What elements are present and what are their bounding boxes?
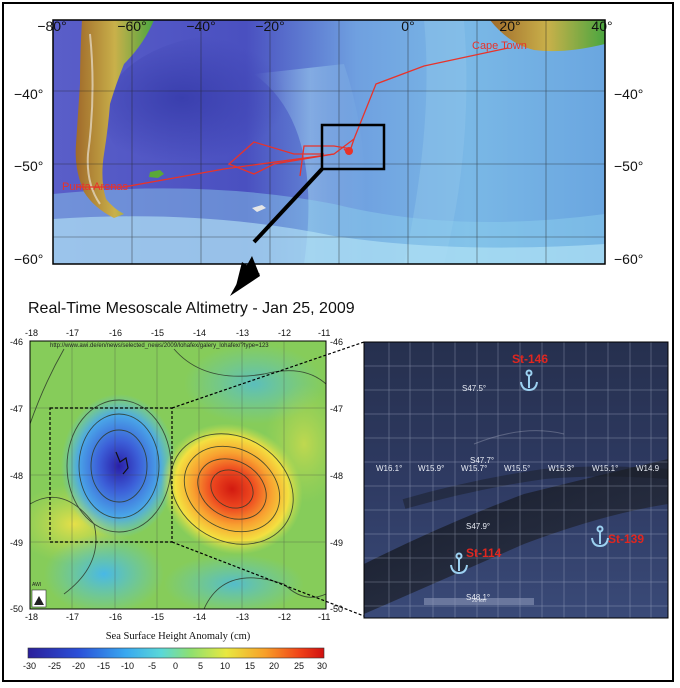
zoom-lat-0: S47.5° xyxy=(462,384,487,393)
alt-lat-left-2: -48 xyxy=(10,471,24,481)
lat-left-1: −50° xyxy=(14,158,44,174)
zoom-lon-6: W14.9 xyxy=(636,464,660,473)
station-label-st139: St-139 xyxy=(608,532,645,546)
scale-label: 20 km xyxy=(472,598,486,604)
zoom-lon-1: W15.9° xyxy=(418,464,445,473)
alt-lon-bottom-4: -14 xyxy=(193,612,207,622)
alt-lat-left-4: -50 xyxy=(10,604,24,614)
alt-lon-tick-6: -12 xyxy=(278,328,292,338)
alt-lon-tick-4: -14 xyxy=(193,328,207,338)
cbar-tick-10: 20 xyxy=(269,661,280,671)
falkland-islands xyxy=(149,170,164,178)
alt-lon-bottom-5: -13 xyxy=(236,612,250,622)
lon-tick-5: 20° xyxy=(499,18,521,34)
lat-right-2: −60° xyxy=(614,251,644,267)
alt-lat-right-1: -47 xyxy=(330,404,344,414)
zoom-lon-2: W15.7° xyxy=(461,464,488,473)
alt-lon-bottom-0: -18 xyxy=(25,612,39,622)
cbar-tick-12: 30 xyxy=(317,661,328,671)
alt-lat-left-0: -46 xyxy=(10,337,24,347)
africa-land xyxy=(490,20,605,52)
study-site-marker xyxy=(345,147,353,155)
zoom-lon-0: W16.1° xyxy=(376,464,403,473)
awi-logo-text: AWI xyxy=(32,582,42,588)
cbar-tick-11: 25 xyxy=(294,661,305,671)
alt-lat-right-4: -50 xyxy=(330,604,344,614)
study-area-box xyxy=(320,123,386,171)
cbar-tick-0: -30 xyxy=(23,661,37,671)
alt-lon-tick-2: -16 xyxy=(109,328,123,338)
south-atlantic-map xyxy=(52,19,606,296)
alt-lat-right-0: -46 xyxy=(330,337,344,347)
zoom-lat-2: S47.9° xyxy=(466,522,491,531)
lon-tick-1: −60° xyxy=(117,18,147,34)
lon-tick-6: 40° xyxy=(591,18,613,34)
cbar-tick-3: -15 xyxy=(97,661,111,671)
alt-lat-left-1: -47 xyxy=(10,404,24,414)
zoom-lat-1: S47.7° xyxy=(470,456,495,465)
zoom-lon-3: W15.5° xyxy=(504,464,531,473)
lon-tick-2: −40° xyxy=(186,18,216,34)
lat-left-0: −40° xyxy=(14,86,44,102)
south-georgia xyxy=(252,205,266,212)
lat-left-2: −60° xyxy=(14,251,44,267)
zoom-lon-4: W15.3° xyxy=(548,464,575,473)
cbar-tick-1: -25 xyxy=(48,661,62,671)
figure-frame: −80° −60° −40° −20° 0° 20° 40° −40° −50°… xyxy=(2,2,674,682)
cbar-tick-6: 0 xyxy=(173,661,179,671)
altimetry-url: http://www.awi.de/en/news/selected_news/… xyxy=(50,343,269,349)
alt-lon-tick-3: -15 xyxy=(151,328,165,338)
cbar-tick-2: -20 xyxy=(72,661,86,671)
station-label-st146: St-146 xyxy=(512,352,549,366)
alt-lon-tick-7: -11 xyxy=(318,328,331,338)
lat-right-0: −40° xyxy=(614,86,644,102)
lon-tick-4: 0° xyxy=(401,18,415,34)
alt-lon-bottom-2: -16 xyxy=(109,612,123,622)
alt-lon-tick-5: -13 xyxy=(236,328,250,338)
lon-tick-3: −20° xyxy=(255,18,285,34)
lon-tick-0: −80° xyxy=(37,18,67,34)
zoom-lat-3: S48.1° xyxy=(466,593,491,602)
alt-lon-tick-1: -17 xyxy=(66,328,80,338)
alt-lat-left-3: -49 xyxy=(10,538,24,548)
cbar-tick-7: 5 xyxy=(198,661,204,671)
punta-arenas-label: Punta Arenas xyxy=(62,181,129,193)
lat-right-1: −50° xyxy=(614,158,644,174)
cbar-tick-8: 10 xyxy=(220,661,231,671)
cape-town-label: Cape Town xyxy=(472,40,527,52)
alt-lon-bottom-3: -15 xyxy=(151,612,165,622)
cbar-tick-4: -10 xyxy=(121,661,135,671)
alt-lat-right-3: -49 xyxy=(330,538,344,548)
alt-lon-bottom-1: -17 xyxy=(66,612,80,622)
cbar-tick-9: 15 xyxy=(245,661,256,671)
alt-lon-tick-0: -18 xyxy=(25,328,39,338)
south-america-land xyxy=(75,20,154,218)
alt-lon-bottom-7: -11 xyxy=(318,612,331,622)
cbar-tick-5: -5 xyxy=(148,661,157,671)
station-label-st114: St-114 xyxy=(466,546,502,560)
altimetry-xlabel: Sea Surface Height Anomaly (cm) xyxy=(105,631,251,642)
alt-lat-right-2: -48 xyxy=(330,471,344,481)
alt-lon-bottom-6: -12 xyxy=(278,612,292,622)
zoom-lon-5: W15.1° xyxy=(592,464,619,473)
altimetry-title: Real-Time Mesoscale Altimetry - Jan 25, … xyxy=(28,300,355,317)
